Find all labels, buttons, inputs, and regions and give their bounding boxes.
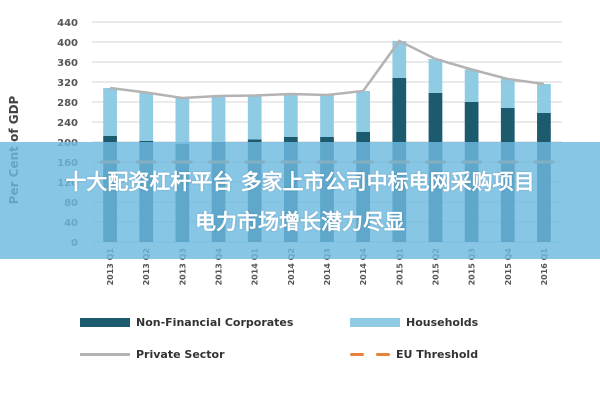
bar-households [103, 88, 117, 136]
x-tick-label: 2015 Q1 [395, 248, 404, 286]
x-tick-label: 2013 Q2 [142, 248, 151, 285]
legend-swatch-non-financial-corporates [80, 318, 130, 327]
x-tick-label: 2014 Q3 [323, 248, 332, 285]
bar-households [320, 95, 334, 137]
legend-swatch-private-sector [80, 353, 130, 356]
x-tick-label: 2016 Q1 [540, 248, 549, 286]
bar-households [175, 98, 190, 144]
x-tick-label: 2014 Q4 [359, 248, 368, 286]
legend: Non-Financial Corporates Households Priv… [80, 310, 550, 370]
x-tick-label: 2015 Q3 [468, 248, 477, 285]
y-tick-label: 320 [57, 78, 78, 89]
bar-households [464, 69, 479, 102]
y-tick-label: 440 [57, 18, 78, 29]
overlay-text-line-2: 电力市场增长潜力尽显 [195, 210, 405, 234]
legend-swatch-households [350, 318, 400, 327]
y-tick-label: 360 [57, 58, 78, 69]
x-tick-label: 2013 Q4 [215, 248, 224, 286]
legend-item-eu-threshold: EU Threshold [350, 348, 478, 361]
private-sector-line-layer [109, 39, 545, 100]
legend-label-households: Households [406, 316, 479, 329]
bar-households [356, 91, 371, 132]
private-sector-line [109, 39, 545, 100]
bar-households [283, 94, 298, 137]
y-tick-label: 240 [57, 118, 78, 129]
legend-swatch-eu-threshold [350, 353, 390, 356]
y-tick-label: 400 [57, 38, 78, 49]
bar-households [392, 41, 407, 78]
bar-households [428, 59, 443, 93]
legend-item-private-sector: Private Sector [80, 348, 225, 361]
x-tick-label: 2014 Q1 [251, 248, 260, 286]
bar-households [139, 92, 154, 141]
overlay-banner: 十大配资杠杆平台 多家上市公司中标电网采购项目 电力市场增长潜力尽显 [0, 142, 600, 259]
bar-households [500, 79, 515, 108]
bar-households [537, 84, 551, 113]
legend-item-non-financial-corporates: Non-Financial Corporates [80, 316, 293, 329]
legend-label-private-sector: Private Sector [136, 348, 225, 361]
bar-households [247, 95, 262, 140]
bar-households [211, 96, 226, 142]
legend-item-households: Households [350, 316, 478, 329]
x-tick-label: 2013 Q3 [178, 248, 187, 285]
overlay-text-line-1: 十大配资杠杆平台 多家上市公司中标电网采购项目 [65, 170, 535, 194]
x-tick-label: 2015 Q2 [431, 248, 440, 285]
x-tick-label: 2013 Q1 [106, 248, 115, 286]
x-tick-label: 2015 Q4 [504, 248, 513, 286]
legend-label-eu-threshold: EU Threshold [396, 348, 479, 361]
y-tick-label: 280 [57, 98, 78, 109]
legend-label-non-financial-corporates: Non-Financial Corporates [136, 316, 294, 329]
x-tick-label: 2014 Q2 [287, 248, 296, 285]
x-axis-ticks: 2013 Q1 2013 Q2 2013 Q3 2013 Q4 2014 Q1 2014 … [106, 248, 549, 286]
